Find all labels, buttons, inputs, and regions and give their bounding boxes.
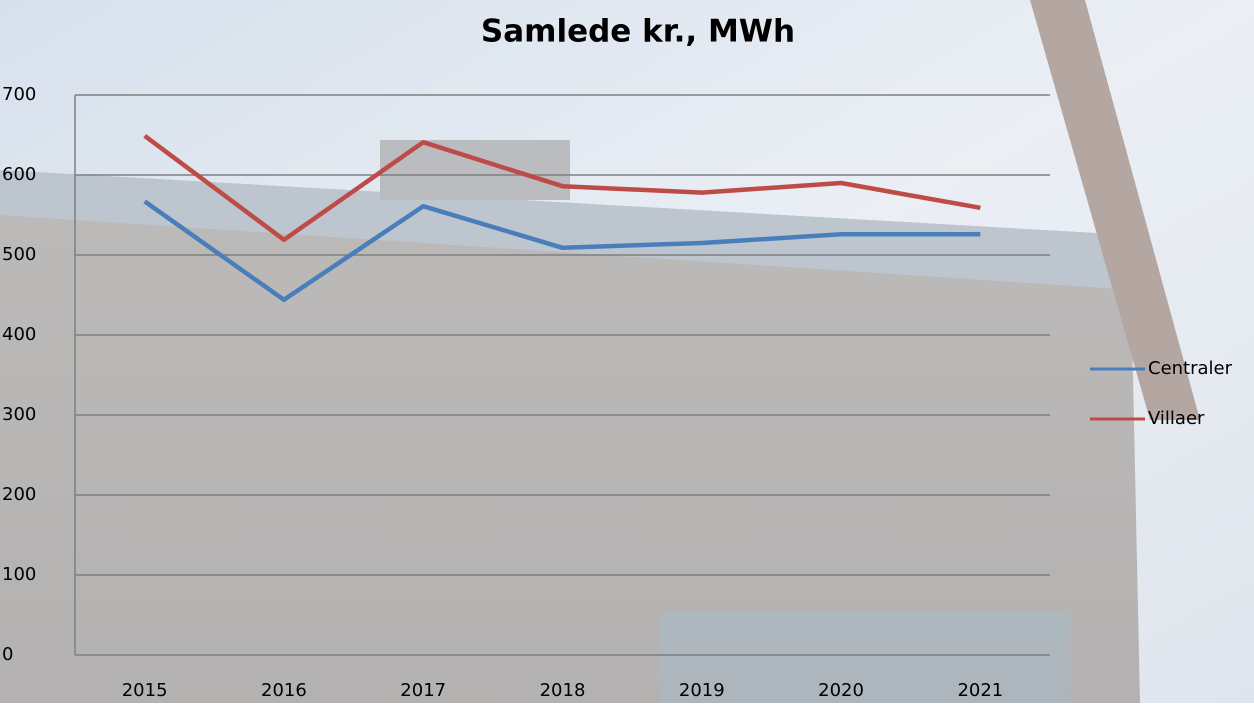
chart-title: Samlede kr., MWh: [481, 14, 795, 50]
x-tick-label: 2021: [957, 680, 1003, 701]
y-tick-label: 500: [2, 244, 36, 265]
x-tick-label: 2017: [400, 680, 446, 701]
y-tick-label: 400: [2, 324, 36, 345]
y-tick-label: 100: [2, 564, 36, 585]
y-tick-label: 700: [2, 84, 36, 105]
x-tick-label: 2020: [818, 680, 864, 701]
x-tick-label: 2015: [122, 680, 168, 701]
x-tick-label: 2019: [679, 680, 725, 701]
y-tick-label: 600: [2, 164, 36, 185]
legend-label: Villaer: [1148, 408, 1205, 429]
y-tick-label: 0: [2, 644, 13, 665]
x-tick-label: 2018: [540, 680, 586, 701]
legend-label: Centraler: [1148, 358, 1233, 379]
x-tick-label: 2016: [261, 680, 307, 701]
y-tick-label: 300: [2, 404, 36, 425]
y-tick-label: 200: [2, 484, 36, 505]
chart: Samlede kr., MWh 0 100 200 300 400 500 600 700 2…: [0, 0, 1254, 703]
background-wash: [0, 0, 1254, 703]
